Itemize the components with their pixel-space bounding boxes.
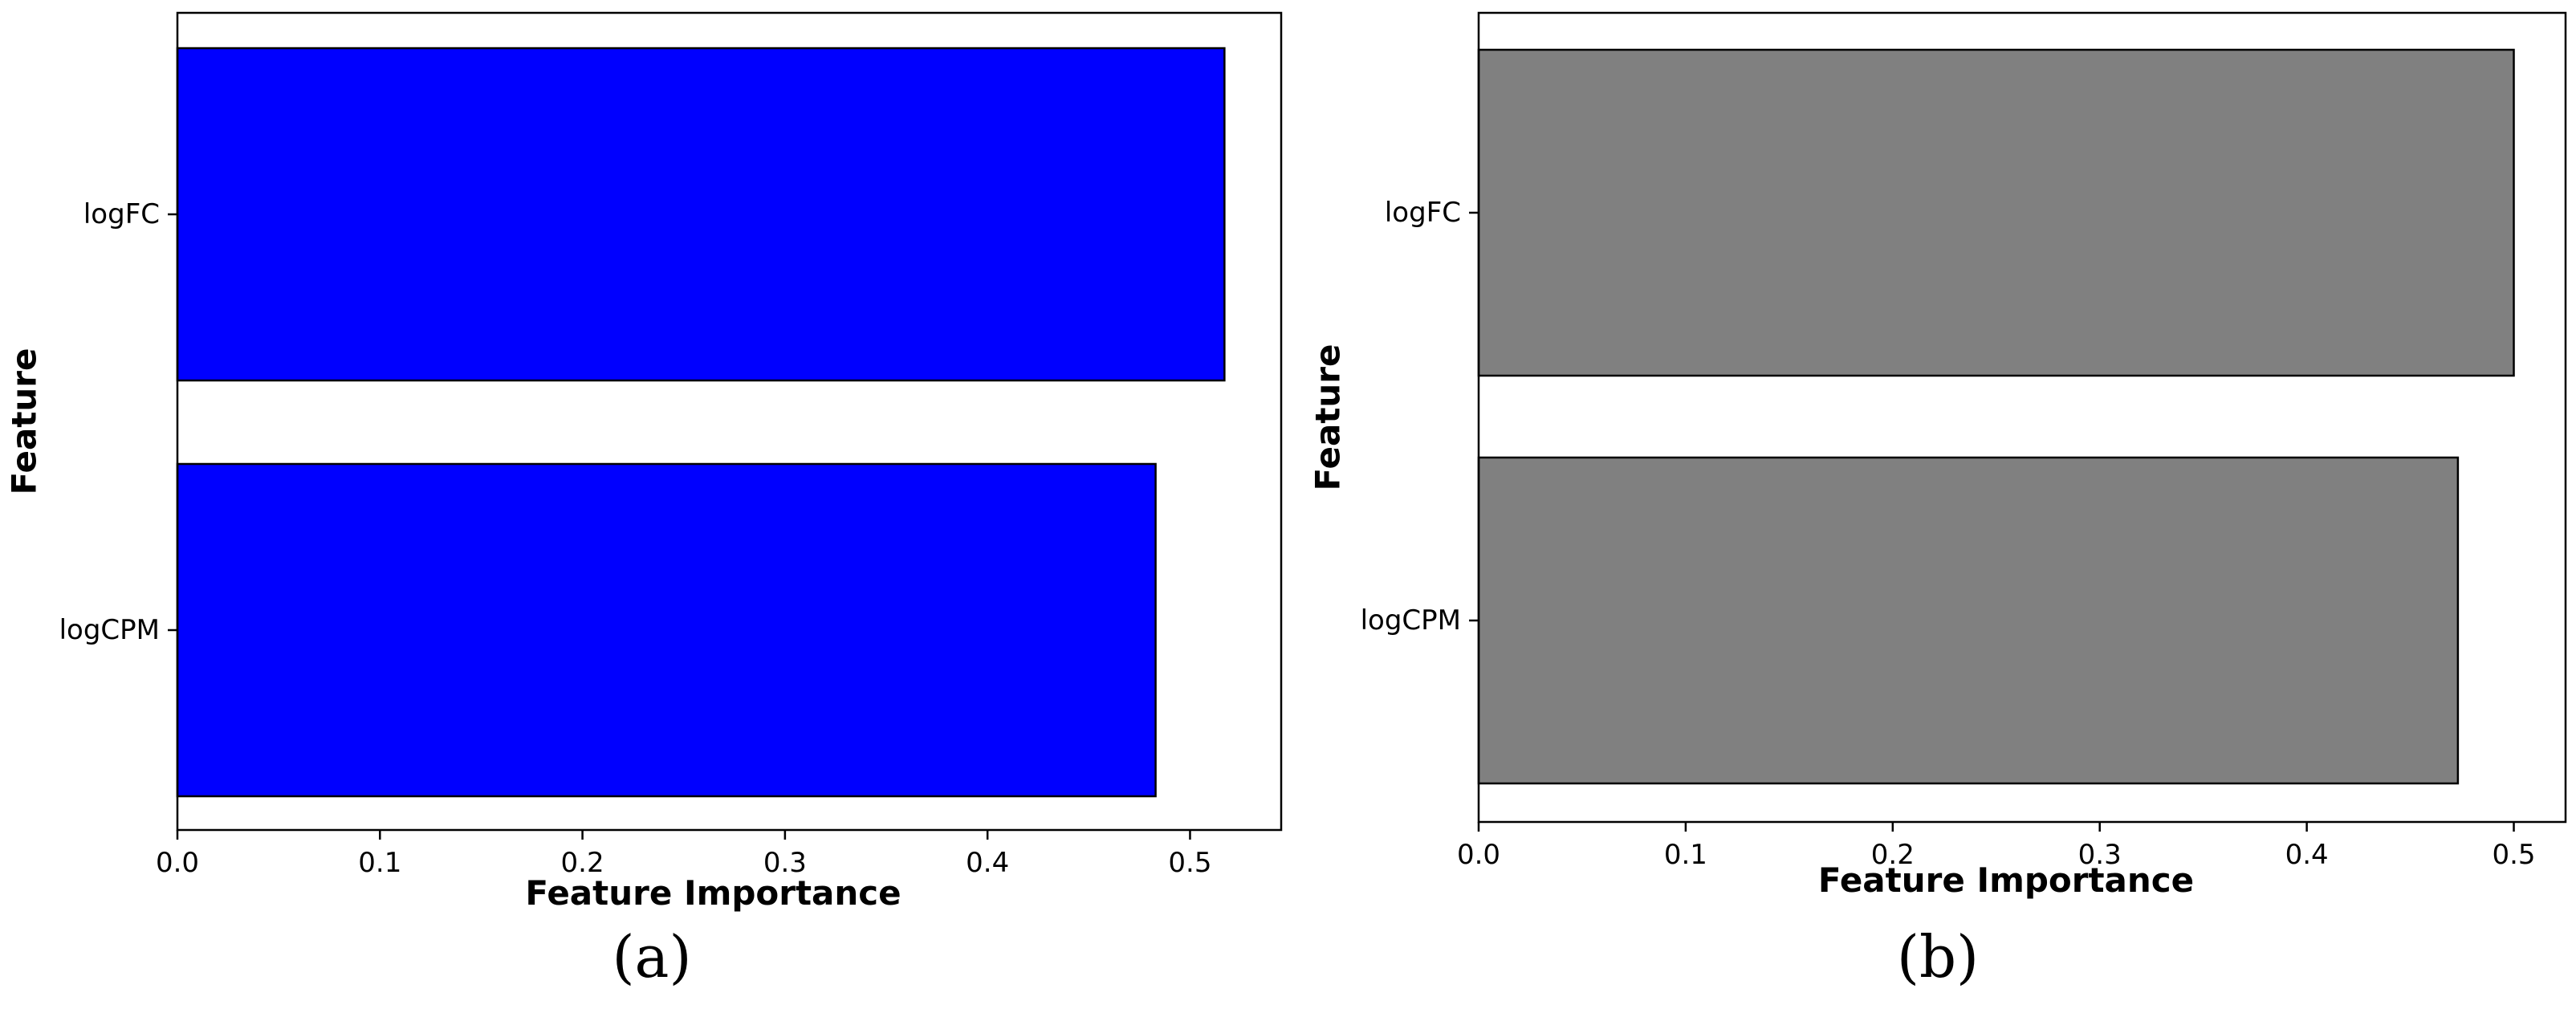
x-tick-label: 0.2 — [561, 847, 604, 879]
x-tick-label: 0.5 — [1168, 847, 1211, 879]
plot-frame — [1477, 11, 2567, 824]
y-tick-label: logCPM — [1361, 604, 1461, 637]
bar-logFC — [176, 47, 1226, 382]
x-tick-label: 0.1 — [358, 847, 401, 879]
x-tick-label: 0.3 — [2078, 839, 2122, 871]
y-axis-label: Feature — [1308, 344, 1348, 491]
bar-logCPM — [176, 462, 1157, 798]
y-tick-label: logCPM — [59, 614, 160, 646]
y-tick-label: logFC — [1385, 197, 1461, 229]
bar-logFC — [1477, 48, 2515, 377]
panel-label: (b) — [1897, 923, 1979, 991]
x-tick-label: 0.1 — [1664, 839, 1707, 871]
chart-panel-b: logFC logCPM 0.0 0.1 0.2 0.3 0.4 0.5 Feature Imp… — [1308, 11, 2567, 991]
x-tick-label: 0.4 — [966, 847, 1009, 879]
panel-label: (a) — [612, 923, 691, 991]
y-tick-label: logFC — [83, 198, 160, 230]
x-axis-label: Feature Importance — [525, 873, 901, 913]
plot-frame — [176, 11, 1283, 832]
x-tick-label: 0.5 — [2492, 839, 2535, 871]
y-axis-label: Feature — [5, 348, 44, 495]
bar-logCPM — [1477, 456, 2460, 785]
x-tick-label: 0.2 — [1871, 839, 1915, 871]
x-tick-label: 0.0 — [156, 847, 199, 879]
x-tick-label: 0.0 — [1457, 839, 1500, 871]
x-tick-label: 0.3 — [763, 847, 807, 879]
chart-panel-a: logFC logCPM 0.0 0.1 0.2 0.3 0.4 0.5 Feature Imp… — [5, 11, 1283, 991]
x-tick-label: 0.4 — [2285, 839, 2329, 871]
x-axis-label: Feature Importance — [1818, 860, 2194, 900]
